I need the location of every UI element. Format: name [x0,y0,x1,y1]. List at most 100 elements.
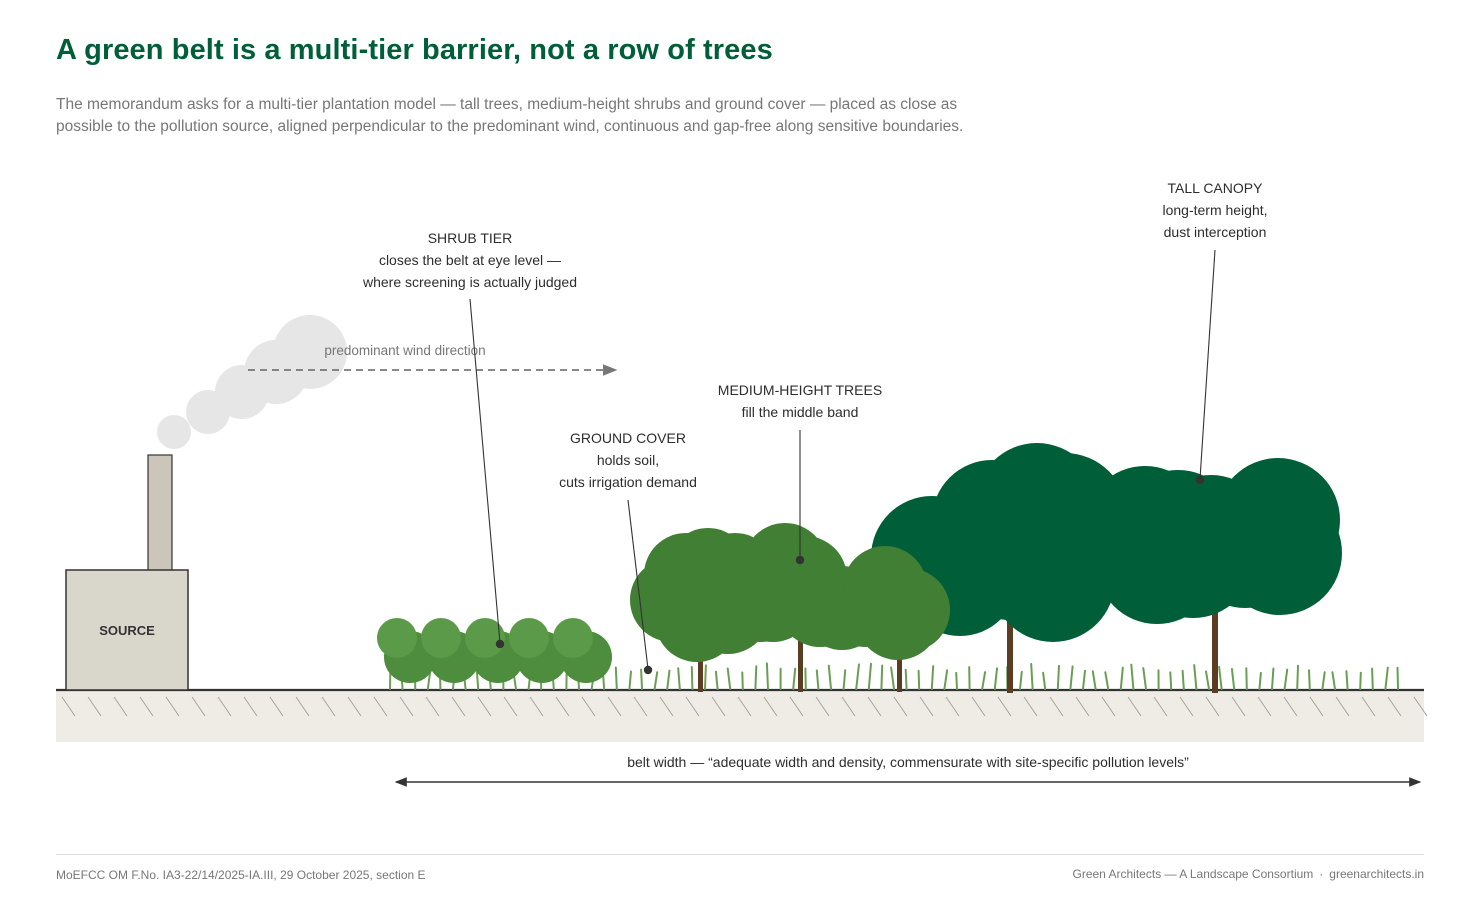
grass-blade [1258,671,1262,690]
ground-hatch [1335,696,1350,717]
grass-blade [842,669,847,690]
callout-heading: SHRUB TIER [428,230,513,246]
callout-text: fill the middle band [742,404,859,420]
callout-text: cuts irrigation demand [559,474,697,490]
medium-trees-callout: MEDIUM-HEIGHT TREES fill the middle band [718,382,882,420]
medium-callout-dot [795,555,805,565]
medium-tree-trunk [698,640,703,692]
ground-hatch [1387,696,1402,717]
grass-blade [855,663,860,690]
page-subtitle: The memorandum asks for a multi-tier pla… [56,96,964,135]
tall-canopy-crown [1218,491,1342,615]
grass-blade [917,669,921,690]
grass-blade [1359,671,1362,690]
factory-building [65,569,189,691]
ground-hatch [685,696,700,717]
ground-cover-callout: GROUND COVER holds soil, cuts irrigation… [559,430,697,490]
ground-hatch [217,696,232,717]
grass-blade [653,671,659,690]
tall-tree-trunk [1212,560,1218,693]
grass-blade [1308,669,1311,690]
ground-hatch [1179,696,1194,717]
callout-heading: GROUND COVER [570,430,686,446]
grass-blade [993,667,998,690]
ground-hatch [165,696,180,717]
grass-blade [1218,665,1223,690]
belt-width-label: belt width — “adequate width and density… [627,754,1189,770]
grass-blade [827,664,832,690]
tall-leader-line [1199,249,1216,480]
medium-tree-trunk [897,640,902,692]
grass-blade [628,670,632,690]
shrub-top [465,618,505,658]
grass-blade [1205,670,1210,690]
grass-blade [690,666,694,690]
ground-hatch [321,696,336,717]
ground-hatch [1101,696,1116,717]
grass-blade [867,662,872,690]
ground-hatch [1205,696,1220,717]
grass-blade [726,667,732,690]
ground-hatch [763,696,778,717]
factory-source: SOURCE [65,454,189,691]
ground-hatch [1231,696,1246,717]
ground-hatch [269,696,284,717]
ground-hatch [997,696,1012,717]
shrub-tier-callout: SHRUB TIER closes the belt at eye level … [362,230,577,290]
grass-blade [1019,670,1023,690]
chimney [147,454,173,573]
medium-height-trees [630,523,950,692]
grass-blade [1142,667,1147,690]
callout-heading: TALL CANOPY [1168,180,1264,196]
ground-hatch [295,696,310,717]
grass-blade [426,671,432,690]
footer-divider [56,854,1424,855]
footer-website-link[interactable]: greenarchitects.in [1329,867,1424,881]
wind-direction: predominant wind direction [248,343,618,376]
grass-blade [1193,664,1198,690]
grass-blade [930,665,935,690]
grass-blade [754,665,758,690]
ground-hatch [477,696,492,717]
grass-blade [666,669,671,690]
ground-hatch [373,696,388,717]
grass-blade [1230,668,1236,690]
grass-blade [614,666,618,690]
grass-blade [1396,666,1399,690]
tall-callout-dot [1195,475,1205,485]
shrub-top [421,618,461,658]
ground-hatch [711,696,726,717]
callout-heading: MEDIUM-HEIGHT TREES [718,382,882,398]
ground-hatch [841,696,856,717]
callout-text: closes the belt at eye level — [379,252,561,268]
grass-blade [1042,671,1047,690]
shrub-top [553,618,593,658]
ground-leader-line [627,499,649,670]
tall-canopy-crown [950,500,1070,620]
grass-blade [1321,671,1326,690]
grass-blade [677,667,681,690]
ground-hatch [737,696,752,717]
ground-hatch [945,696,960,717]
tall-tree-trunk [1007,560,1013,693]
ground-hatch [243,696,258,717]
ground-hatch [503,696,518,717]
callout-text: holds soil, [597,452,659,468]
grass-blade [714,670,719,690]
grass-blade [1119,666,1124,690]
ground-hatch [633,696,648,717]
grass-blade [1169,671,1173,690]
grass-blade [1296,664,1299,690]
grass-blade [1130,663,1135,690]
shrub-tier [377,618,612,683]
grass-blade [1181,669,1185,690]
grass-blade [943,669,949,690]
footer-citation: MoEFCC OM F.No. IA3-22/14/2025-IA.III, 2… [56,868,426,882]
ground-hatch [425,696,440,717]
grass-blade [1345,670,1349,690]
ground-hatch [1075,696,1090,717]
grass-blade [904,668,908,690]
ground-hatch [191,696,206,717]
grass-blade [815,669,820,690]
